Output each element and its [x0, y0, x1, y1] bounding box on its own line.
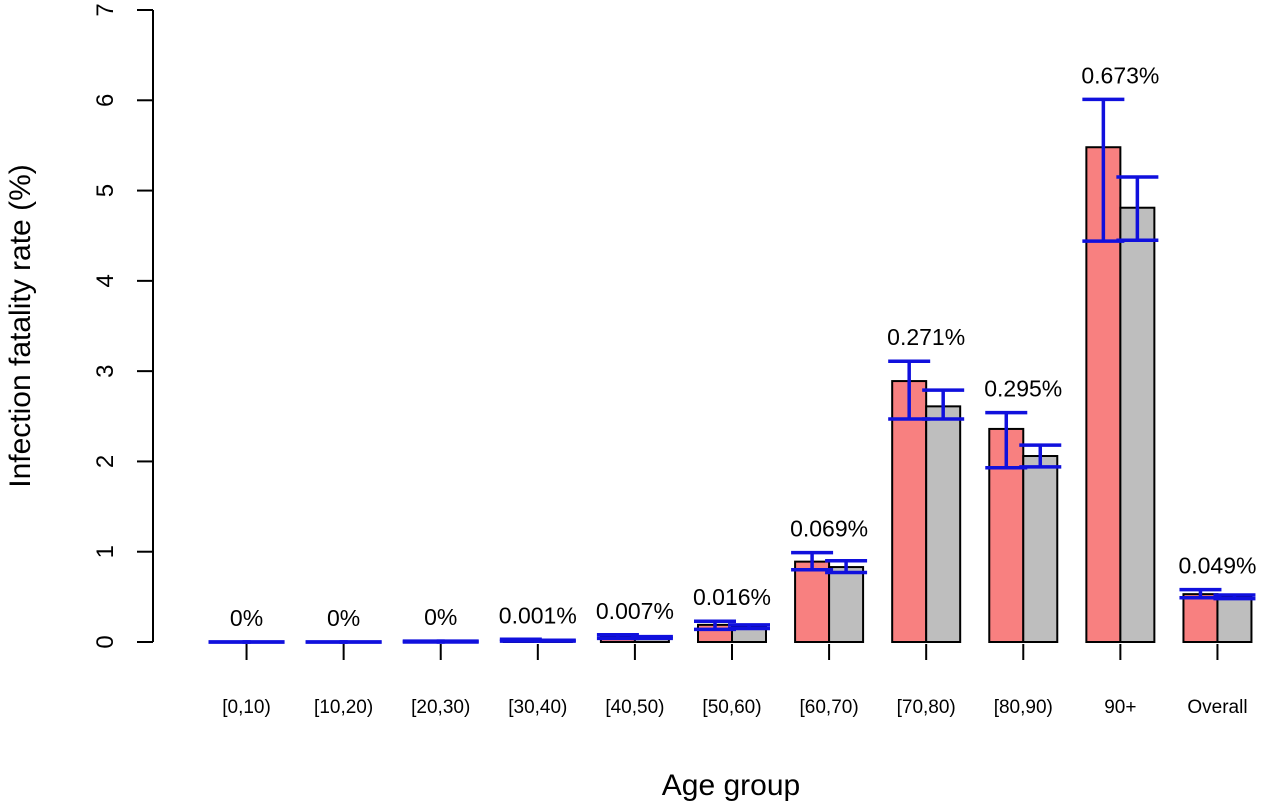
y-tick-label: 3: [92, 364, 119, 377]
x-tick-label: [50,60): [702, 697, 761, 718]
x-axis: [0,10) [10,20) [20,30) [30,40) [40,50) [50,60…: [222, 644, 1248, 718]
value-annotation: 0%: [230, 605, 263, 631]
bar-series-2: [1119, 206, 1156, 643]
y-tick-label: 6: [92, 94, 119, 107]
y-axis-title: Infection fatality rate (%): [4, 164, 37, 487]
value-annotation: 0.673%: [1081, 62, 1159, 88]
bar-series-2: [1216, 595, 1253, 643]
bars: [405, 146, 1253, 644]
value-annotation: 0.069%: [790, 516, 868, 542]
x-tick-label: [60,70): [800, 697, 859, 718]
x-tick-label: [30,40): [508, 697, 567, 718]
value-annotation: 0%: [424, 604, 457, 630]
value-annotation: 0.271%: [887, 324, 965, 350]
y-tick-label: 1: [92, 545, 119, 558]
value-annotation: 0.007%: [596, 598, 674, 624]
bar-series-1: [794, 560, 831, 643]
x-tick-label: [20,30): [411, 697, 470, 718]
x-tick-label: 90+: [1104, 697, 1136, 718]
y-tick-label: 7: [92, 3, 119, 16]
x-tick-label: [80,90): [994, 697, 1053, 718]
error-bars: [208, 97, 1256, 644]
x-tick-label: [70,80): [897, 697, 956, 718]
value-annotation: 0.295%: [984, 376, 1062, 402]
bar-series-1: [1182, 593, 1219, 643]
x-tick-label: Overall: [1187, 697, 1247, 718]
value-annotation: 0.001%: [499, 602, 577, 628]
y-tick-label: 0: [92, 635, 119, 648]
value-annotation: 0.049%: [1178, 553, 1256, 579]
bar-series-2: [925, 405, 962, 643]
bar-series-2: [828, 566, 865, 644]
x-tick-label: [0,10): [222, 697, 271, 718]
y-axis: 0 1 2 3 4 5 6 7: [92, 3, 154, 649]
x-tick-label: [10,20): [314, 697, 373, 718]
value-annotation: 0.016%: [693, 584, 771, 610]
y-tick-label: 2: [92, 455, 119, 468]
y-tick-label: 5: [92, 184, 119, 197]
bar-series-2: [1022, 455, 1059, 643]
value-annotation: 0%: [327, 605, 360, 631]
annotations: 0% 0% 0% 0.001% 0.007% 0.016% 0.069% 0.271% 0.29…: [230, 62, 1257, 631]
x-tick-label: [40,50): [605, 697, 664, 718]
y-tick-label: 4: [92, 274, 119, 287]
x-axis-title: Age group: [662, 769, 800, 802]
